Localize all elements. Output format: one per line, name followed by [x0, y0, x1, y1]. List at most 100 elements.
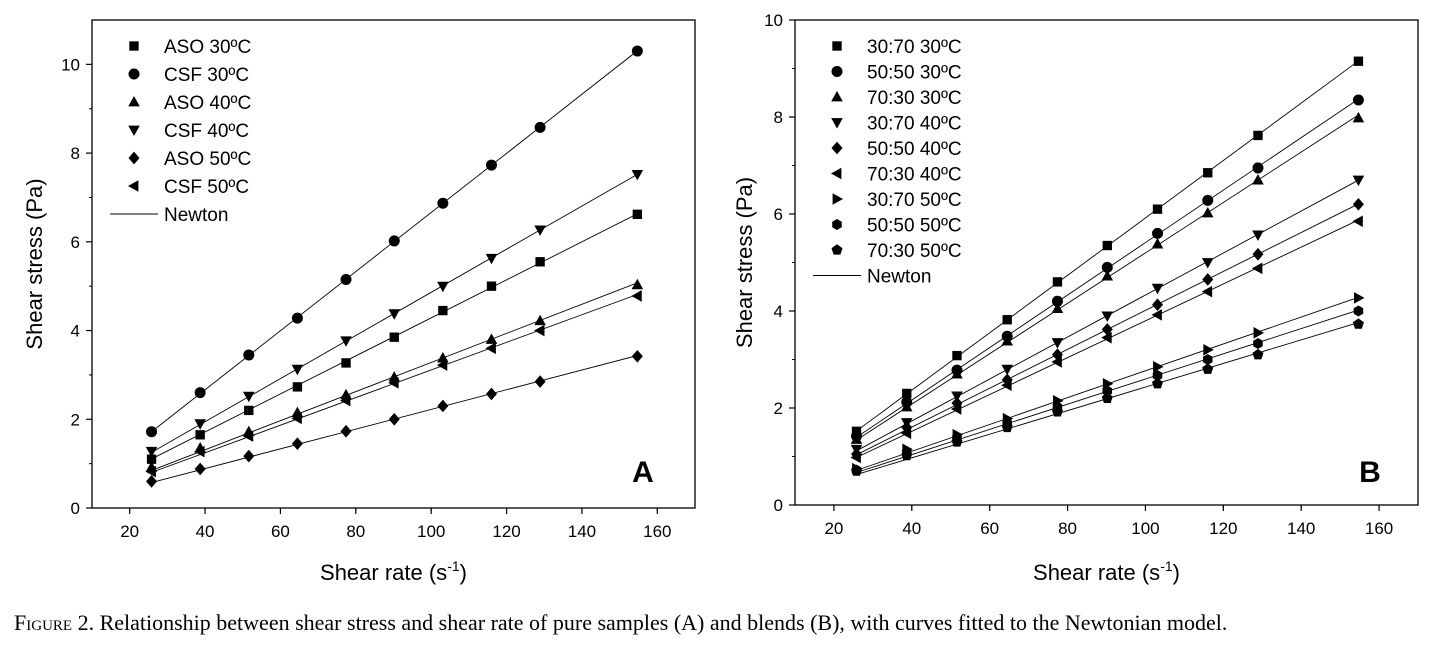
data-point [900, 400, 913, 412]
legend-label: ASO 50ºC [164, 149, 251, 170]
data-point [195, 430, 205, 440]
data-point [631, 45, 643, 57]
data-point [437, 281, 449, 293]
figure-caption: Figure 2. Relationship between shear str… [14, 610, 1424, 636]
data-point [1203, 344, 1214, 356]
data-point [631, 169, 644, 181]
data-point [1251, 262, 1263, 275]
data-point [1352, 318, 1364, 329]
legend-marker [830, 167, 842, 180]
chart-panel-a: 20 40 60 80 100 120 140 160 0 2 4 6 8 10 Shear rate (s… [22, 19, 696, 585]
data-point [1152, 227, 1164, 239]
data-point [291, 364, 304, 376]
data-point [485, 387, 497, 401]
data-point [1002, 315, 1012, 325]
data-point [1051, 302, 1064, 313]
legend-label: ASO 40ºC [164, 93, 251, 114]
data-point [1153, 361, 1164, 373]
data-point [1252, 230, 1264, 241]
legend-label: ASO 30ºC [164, 37, 251, 58]
data-point [243, 391, 255, 403]
data-point [243, 349, 255, 361]
data-point [437, 399, 449, 413]
figure-caption-text: Relationship between shear stress and sh… [99, 610, 1228, 635]
data-point [1101, 261, 1113, 273]
data-point [952, 350, 962, 361]
legend-marker [129, 41, 139, 51]
data-point [438, 305, 448, 316]
legend-label: 70:30 50ºC [867, 241, 962, 262]
panel-label: B [1359, 456, 1381, 489]
data-point [1101, 392, 1113, 403]
data-point [951, 436, 963, 447]
data-point [1201, 258, 1214, 269]
data-point [1203, 168, 1213, 178]
x-axis-label: Shear rate (s-1) [1033, 558, 1180, 585]
data-point [1151, 238, 1164, 249]
data-point [1151, 283, 1164, 295]
data-point [1202, 194, 1214, 206]
legend-label: CSF 50ºC [164, 177, 249, 198]
data-point [339, 394, 351, 407]
x-tick-label: 160 [643, 522, 671, 541]
data-point [194, 387, 206, 399]
data-point [534, 121, 546, 133]
data-point [1152, 204, 1163, 214]
data-point [631, 290, 642, 302]
data-point [291, 412, 302, 425]
legend-fit-label: Newton [867, 267, 931, 288]
data-point [1051, 356, 1062, 368]
data-point [485, 342, 496, 355]
y-axis-label: Shear stress (Pa) [22, 178, 47, 349]
figure-caption-label: Figure 2. [14, 610, 95, 635]
x-tick-label: 60 [271, 522, 290, 541]
legend-fit-label: Newton [164, 205, 228, 226]
data-point [194, 462, 206, 476]
data-point [1101, 323, 1113, 336]
legend-marker [127, 180, 139, 192]
data-point [388, 377, 399, 389]
data-point [389, 332, 399, 342]
data-point [850, 451, 861, 464]
legend-label: CSF 40ºC [164, 121, 249, 142]
data-point [436, 359, 448, 371]
data-point [1101, 331, 1112, 344]
y-tick-label: 8 [71, 144, 80, 163]
x-tick-label: 80 [346, 522, 365, 541]
y-tick-label: 4 [71, 322, 80, 341]
x-tick-label: 80 [1058, 519, 1077, 538]
data-point [145, 465, 156, 478]
data-point [1051, 406, 1063, 417]
data-point [291, 312, 303, 324]
data-point [1352, 175, 1365, 187]
y-tick-label: 6 [71, 233, 80, 252]
legend-marker [128, 68, 140, 80]
y-tick-label: 0 [774, 496, 783, 515]
data-point [1152, 298, 1164, 312]
data-point [534, 375, 546, 388]
x-tick-label: 120 [492, 522, 520, 541]
x-tick-label: 40 [196, 522, 215, 541]
data-point [146, 475, 158, 488]
data-point [534, 225, 546, 236]
data-point [1152, 377, 1164, 389]
chart-panel-b: 20 40 60 80 100 120 140 160 0 2 4 6 8 10 Shear rate (s… [732, 11, 1419, 585]
legend-label: 70:30 30ºC [867, 88, 962, 109]
data-point [1101, 311, 1114, 322]
data-point [1102, 385, 1113, 397]
data-point [1253, 337, 1263, 349]
legend-label: 50:50 50ºC [867, 216, 962, 237]
data-point [1252, 174, 1264, 185]
data-point [341, 358, 351, 368]
data-point [1353, 305, 1364, 317]
legend-marker [831, 90, 843, 102]
legend-label: 50:50 40ºC [867, 139, 962, 160]
legend-marker [832, 193, 844, 205]
data-point [1001, 421, 1013, 433]
legend-marker [128, 125, 140, 137]
data-point [485, 159, 497, 171]
panel-label: A [632, 456, 654, 489]
legend-label: 30:70 40ºC [867, 114, 962, 135]
data-point [950, 403, 962, 415]
data-point [1152, 370, 1163, 382]
